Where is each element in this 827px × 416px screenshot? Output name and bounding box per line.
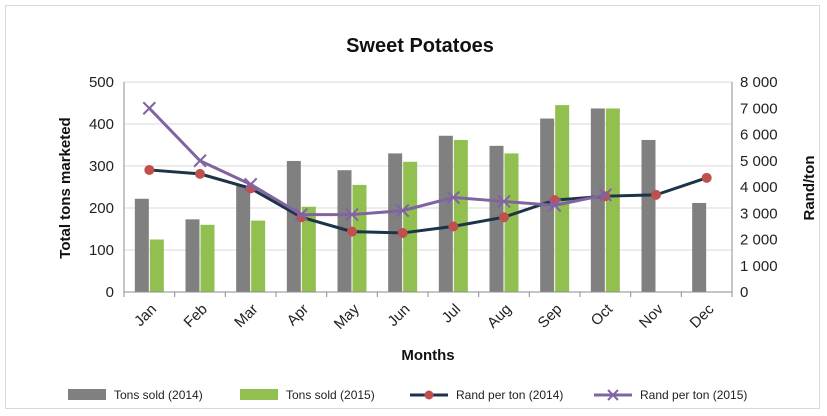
lines	[142, 101, 712, 238]
y2-tick-label: 4 000	[740, 179, 778, 196]
data-point	[651, 189, 661, 200]
data-point	[195, 168, 205, 179]
legend-label: Tons sold (2015)	[286, 388, 375, 402]
bar	[692, 202, 707, 292]
y2-tick-label: 6 000	[740, 127, 778, 144]
bar	[236, 185, 251, 292]
bars	[134, 105, 707, 293]
data-point	[448, 221, 459, 232]
gridlines	[124, 81, 732, 251]
x-tick-label: Mar	[231, 301, 261, 331]
bar	[337, 170, 352, 292]
series-line	[148, 107, 606, 217]
y2-tick-label: 3 000	[740, 205, 778, 222]
data-point	[345, 207, 359, 222]
bar	[185, 219, 200, 292]
data-point	[547, 198, 562, 213]
bar	[149, 239, 164, 292]
x-tick-label: May	[331, 300, 363, 332]
x-tick-label: Aug	[484, 301, 515, 332]
bar	[134, 198, 149, 292]
bar	[605, 108, 620, 293]
legend-label: Tons sold (2014)	[114, 388, 203, 402]
data-point	[499, 212, 509, 223]
chart-title: Sweet Potatoes	[346, 35, 494, 57]
bar	[301, 206, 316, 292]
data-point	[598, 188, 613, 202]
data-point	[294, 207, 309, 222]
legend-swatch	[240, 389, 278, 400]
data-point	[446, 190, 461, 205]
bar	[438, 135, 453, 292]
legend-marker	[607, 389, 619, 401]
y2-tick-label: 8 000	[740, 74, 778, 91]
x-tick-label: Nov	[636, 300, 667, 331]
data-point	[397, 227, 408, 238]
legend-marker	[424, 390, 434, 400]
bar	[504, 153, 519, 292]
x-axis-title: Months	[401, 347, 454, 364]
y2-tick-label: 2 000	[740, 232, 778, 249]
data-point	[243, 177, 258, 192]
y2-tick-label: 1 000	[740, 258, 778, 275]
x-tick-label: Jan	[131, 301, 160, 330]
data-point	[347, 226, 357, 237]
x-tick-label: Oct	[588, 300, 617, 329]
x-tick-label: Feb	[181, 301, 211, 331]
bar	[388, 153, 403, 292]
data-point	[193, 154, 207, 168]
legend-label: Rand per ton (2014)	[456, 388, 563, 402]
y2-tick-label: 5 000	[740, 153, 778, 170]
x-tick-label: Jun	[384, 301, 413, 330]
x-tick-label: Sep	[535, 301, 566, 332]
bar	[200, 224, 215, 292]
data-point	[497, 194, 511, 209]
y-tick-label: 500	[89, 74, 114, 91]
legend: Tons sold (2014) Tons sold (2015) Rand per…	[68, 388, 747, 402]
y-tick-label: 100	[89, 242, 114, 259]
legend-swatch	[68, 389, 106, 400]
y-tick-label: 200	[89, 200, 114, 217]
series-line	[149, 168, 708, 235]
y-axis-title: Total tons marketed	[57, 117, 74, 258]
bar	[251, 220, 266, 292]
data-point	[395, 203, 410, 218]
bar	[352, 184, 367, 292]
x-tick-label: Dec	[687, 300, 718, 331]
data-point	[701, 172, 712, 183]
y-tick-label: 0	[106, 284, 114, 301]
bar	[286, 160, 301, 292]
y-tick-label: 400	[89, 116, 114, 133]
y2-tick-label: 0	[740, 284, 748, 301]
legend-label: Rand per ton (2015)	[640, 388, 747, 402]
bar	[641, 139, 656, 292]
y2-axis-title: Rand/ton	[801, 156, 818, 221]
x-tick-label: Jul	[439, 301, 465, 327]
data-point	[144, 164, 155, 175]
x-tick-label: Apr	[284, 301, 313, 330]
bar	[453, 139, 468, 292]
bar	[590, 108, 605, 293]
data-point	[142, 101, 157, 115]
y2-tick-label: 7 000	[740, 100, 778, 117]
bar	[403, 161, 418, 292]
y-tick-label: 300	[89, 158, 114, 175]
